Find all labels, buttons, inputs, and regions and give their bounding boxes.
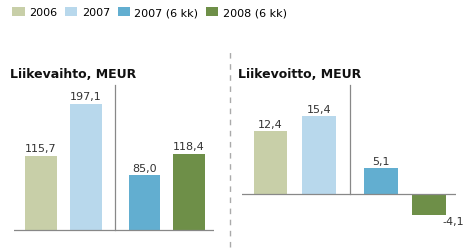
Bar: [254, 132, 287, 194]
Text: 115,7: 115,7: [25, 144, 57, 153]
Bar: [365, 168, 398, 194]
Text: 118,4: 118,4: [173, 142, 205, 152]
Text: Liikevaihto, MEUR: Liikevaihto, MEUR: [10, 68, 136, 81]
Text: 197,1: 197,1: [70, 92, 102, 102]
Text: 15,4: 15,4: [306, 104, 331, 114]
Bar: [173, 154, 205, 230]
Text: 5,1: 5,1: [372, 156, 390, 166]
Bar: [302, 116, 336, 194]
Bar: [412, 194, 446, 215]
Text: 12,4: 12,4: [258, 119, 283, 130]
Legend: 2006, 2007, 2007 (6 kk), 2008 (6 kk): 2006, 2007, 2007 (6 kk), 2008 (6 kk): [10, 6, 289, 20]
Text: 85,0: 85,0: [132, 163, 157, 173]
Bar: [128, 176, 160, 230]
Text: Liikevoitto, MEUR: Liikevoitto, MEUR: [238, 68, 361, 81]
Bar: [70, 104, 101, 230]
Text: -4,1: -4,1: [443, 216, 464, 226]
Bar: [25, 156, 57, 230]
